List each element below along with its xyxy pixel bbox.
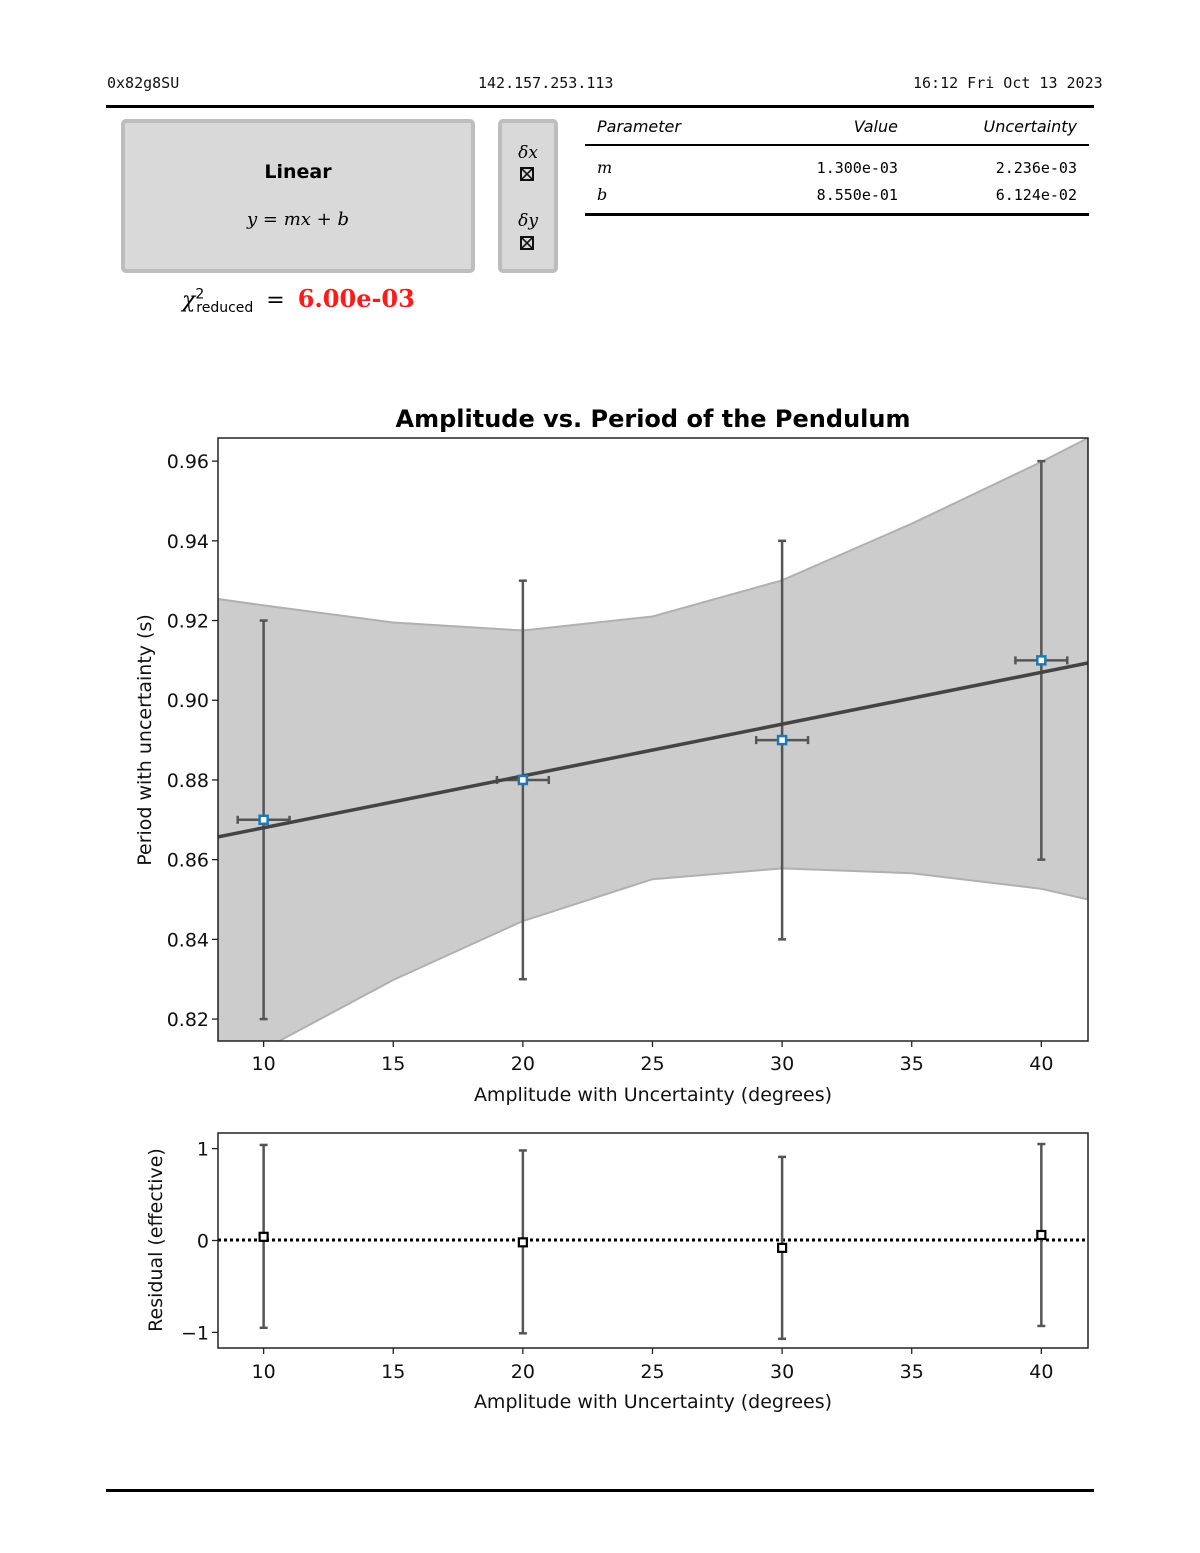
- data-point: [258, 814, 269, 826]
- svg-text:0.92: 0.92: [167, 611, 209, 633]
- svg-text:10: 10: [252, 1053, 276, 1075]
- col-uncertainty: Uncertainty: [909, 113, 1089, 146]
- main-x-label: Amplitude with Uncertainty (degrees): [474, 1084, 832, 1106]
- param-value: 1.300e-03: [816, 158, 898, 177]
- svg-text:10: 10: [252, 1361, 276, 1383]
- header-divider: [106, 105, 1094, 108]
- residual-markers: [258, 1229, 1047, 1253]
- chi-subscript: reduced: [196, 300, 254, 317]
- main-x-axis: 10 15 20 25 30 35 40: [252, 1041, 1053, 1075]
- svg-text:20: 20: [511, 1053, 535, 1075]
- main-plot: [218, 438, 1088, 1041]
- param-uncertainty: 6.124e-02: [909, 179, 1089, 216]
- svg-text:1: 1: [197, 1139, 209, 1161]
- chi-superscript: 2: [195, 286, 205, 303]
- session-id: 0x82g8SU: [107, 74, 180, 92]
- svg-text:−1: −1: [181, 1322, 209, 1344]
- residual-point: [258, 1231, 269, 1242]
- dy-label: δy: [518, 211, 538, 231]
- param-name: m: [597, 158, 613, 177]
- chi-equals: =: [266, 288, 285, 313]
- main-markers: [258, 655, 1047, 826]
- svg-text:25: 25: [640, 1053, 664, 1075]
- datetime: 16:12 Fri Oct 13 2023: [913, 74, 1103, 92]
- svg-text:40: 40: [1029, 1361, 1053, 1383]
- svg-text:25: 25: [640, 1361, 664, 1383]
- residual-point: [1036, 1229, 1047, 1241]
- residual-plot: [218, 1142, 1088, 1341]
- svg-text:30: 30: [770, 1361, 794, 1383]
- residual-y-label: Residual (effective): [145, 1148, 167, 1332]
- svg-text:0.84: 0.84: [167, 929, 209, 951]
- fit-line: [218, 661, 1088, 839]
- svg-text:15: 15: [381, 1361, 405, 1383]
- svg-text:0.88: 0.88: [167, 770, 209, 792]
- uncertainty-toggles: δx δy: [498, 119, 558, 273]
- svg-text:0.86: 0.86: [167, 850, 209, 872]
- data-point: [1036, 655, 1047, 666]
- col-parameter: Parameter: [585, 113, 750, 146]
- dx-checkbox[interactable]: [520, 167, 534, 181]
- dx-label: δx: [518, 143, 538, 163]
- param-value: 8.550e-01: [749, 179, 910, 216]
- col-value: Value: [749, 113, 910, 146]
- svg-text:40: 40: [1029, 1053, 1053, 1075]
- chi-squared-reduced: χ2reduced = 6.00e-03: [182, 284, 415, 316]
- data-point: [517, 774, 529, 786]
- footer-divider: [106, 1489, 1094, 1492]
- chi-value: 6.00e-03: [297, 284, 415, 313]
- model-equation: y = mx + b: [247, 209, 349, 230]
- residual-x-label: Amplitude with Uncertainty (degrees): [474, 1391, 832, 1413]
- svg-text:35: 35: [900, 1361, 924, 1383]
- chi-symbol: χ: [182, 288, 196, 313]
- ip-address: 142.157.253.113: [478, 74, 614, 92]
- param-uncertainty: 2.236e-03: [995, 158, 1077, 177]
- residual-y-axis: −1 0 1: [181, 1139, 218, 1344]
- svg-text:35: 35: [900, 1053, 924, 1075]
- residual-x-axis: 10 15 20 25 30 35 40: [252, 1348, 1053, 1383]
- svg-text:0.96: 0.96: [167, 451, 209, 473]
- svg-text:15: 15: [381, 1053, 405, 1075]
- main-y-label: Period with uncertainty (s): [134, 614, 156, 866]
- residual-point: [517, 1237, 528, 1248]
- svg-text:20: 20: [511, 1361, 535, 1383]
- residual-point: [777, 1242, 788, 1253]
- checked-x-icon: [522, 169, 532, 179]
- parameters-table: Parameter Value Uncertainty m 1.300e-03 …: [585, 113, 1089, 216]
- svg-text:30: 30: [770, 1053, 794, 1075]
- svg-text:0.94: 0.94: [167, 531, 209, 553]
- table-row: m 1.300e-03 2.236e-03: [585, 145, 1089, 179]
- data-point: [776, 734, 788, 746]
- table-row: b 8.550e-01 6.124e-02: [585, 179, 1089, 216]
- checked-x-icon: [522, 238, 532, 248]
- confidence-band: [218, 438, 1088, 1041]
- model-selector[interactable]: Linear y = mx + b: [121, 119, 475, 273]
- main-y-axis: 0.82 0.84 0.86 0.88 0.90 0.92 0.94 0.96: [167, 451, 218, 1031]
- dy-checkbox[interactable]: [520, 236, 534, 250]
- svg-text:0.82: 0.82: [167, 1009, 209, 1031]
- model-name: Linear: [264, 161, 332, 183]
- svg-text:0: 0: [197, 1231, 209, 1253]
- svg-text:0.90: 0.90: [167, 690, 209, 712]
- param-name: b: [585, 179, 750, 216]
- chart-title: Amplitude vs. Period of the Pendulum: [396, 405, 911, 433]
